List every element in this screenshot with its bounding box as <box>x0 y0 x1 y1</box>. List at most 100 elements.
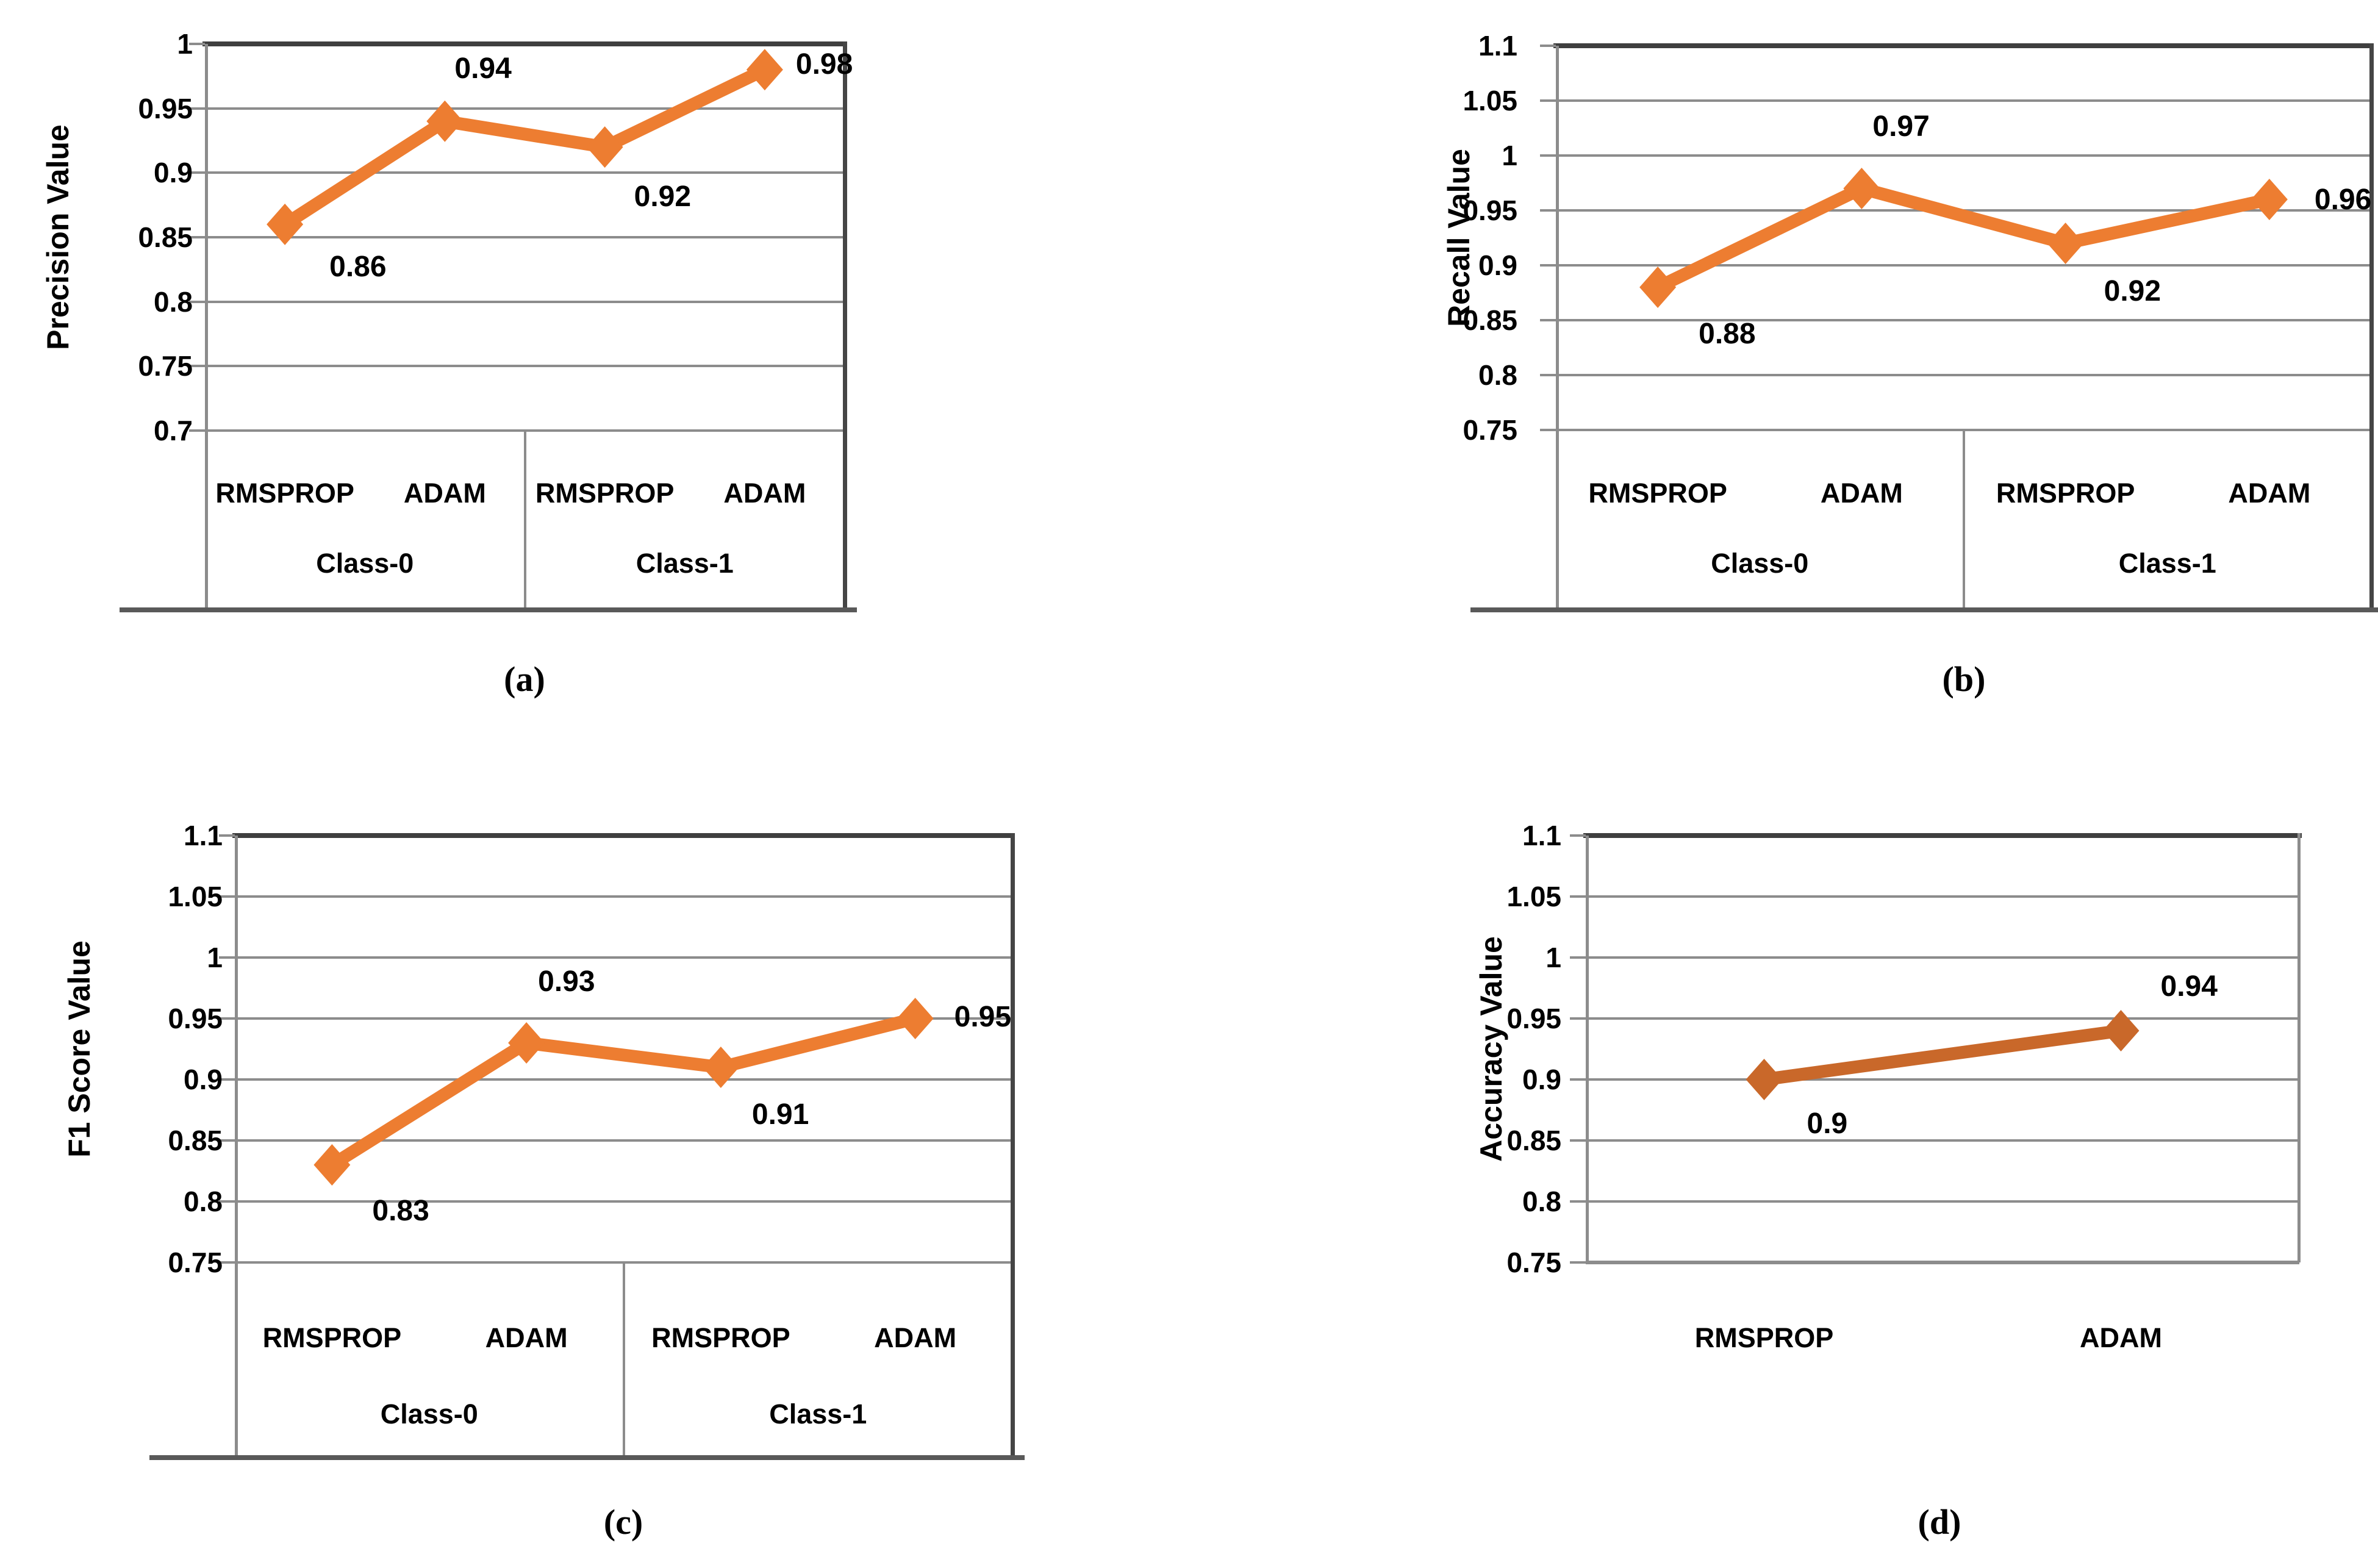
y-axis-tick <box>219 1200 235 1203</box>
y-axis-tick <box>219 895 235 898</box>
y-axis-tick <box>1540 374 1556 376</box>
y-axis-tick <box>1570 1017 1586 1020</box>
data-point-label: 0.96 <box>2314 184 2372 216</box>
data-point-marker <box>508 1022 545 1064</box>
gridline <box>205 365 845 368</box>
caption-a: (a) <box>504 659 545 699</box>
y-axis-tick <box>219 834 235 837</box>
data-point-marker <box>313 1144 351 1186</box>
y-axis-tick <box>1570 895 1586 898</box>
y-tick-label: 0.8 <box>154 285 193 318</box>
y-axis-line <box>235 836 238 1458</box>
x-group-label: Class-1 <box>636 548 734 579</box>
y-tick-label: 0.9 <box>1478 249 1517 281</box>
y-axis-tick <box>1540 45 1556 47</box>
y-axis-tick <box>219 1078 235 1081</box>
y-tick-label: 0.8 <box>1478 359 1517 391</box>
y-axis-tick <box>1570 956 1586 959</box>
data-point-label: 0.93 <box>538 965 595 998</box>
y-axis-tick <box>1570 1261 1586 1264</box>
y-axis-tick <box>1540 209 1556 212</box>
x-category-label: RMSPROP <box>215 478 354 509</box>
category-divider <box>1962 430 1965 610</box>
data-point-marker <box>1746 1059 1783 1100</box>
x-category-label: ADAM <box>2228 478 2311 509</box>
data-point-label: 0.92 <box>634 181 692 213</box>
x-category-label: RMSPROP <box>535 478 675 509</box>
gridline <box>1586 1200 2299 1203</box>
data-point-label: 0.95 <box>954 1001 1012 1033</box>
data-point-marker <box>1843 168 1880 209</box>
gridline <box>235 895 1012 898</box>
data-point-marker <box>897 998 934 1039</box>
x-group-label: Class-0 <box>380 1398 478 1430</box>
caption-d: (d) <box>1918 1502 1961 1542</box>
y-tick-label: 1 <box>1545 942 1561 973</box>
y-axis-tick <box>189 171 205 174</box>
x-category-label: RMSPROP <box>1996 478 2135 509</box>
category-divider <box>523 431 526 610</box>
y-axis-line <box>205 44 208 610</box>
y-tick-label: 1.05 <box>1506 881 1561 912</box>
y-tick-label: 1.1 <box>184 820 223 851</box>
gridline <box>1556 319 2371 321</box>
plot-top-border <box>1583 833 2302 838</box>
data-point-marker <box>426 100 464 142</box>
y-axis-tick <box>219 1017 235 1020</box>
gridline <box>235 1139 1012 1142</box>
y-tick-label: 0.85 <box>168 1125 223 1156</box>
gridline <box>1556 99 2371 102</box>
y-axis-tick <box>1570 1200 1586 1203</box>
data-point-label: 0.97 <box>1872 110 1930 143</box>
plot-top-border <box>1553 43 2374 48</box>
data-point-label: 0.94 <box>2160 970 2218 1003</box>
x-category-label: ADAM <box>485 1322 568 1353</box>
series-recall-value <box>1639 168 2288 308</box>
y-tick-label: 1 <box>177 28 193 60</box>
x-group-label: Class-1 <box>2118 548 2216 579</box>
gridline <box>1586 1017 2299 1020</box>
plot-right-border <box>1011 833 1015 1458</box>
y-axis-tick <box>189 429 205 432</box>
x-axis-baseline <box>149 1455 1025 1460</box>
gridline <box>1556 374 2371 376</box>
y-axis-tick <box>1570 834 1586 837</box>
gridline <box>1556 264 2371 267</box>
gridline <box>235 1200 1012 1203</box>
x-axis-line <box>1586 1261 2299 1264</box>
x-category-label: ADAM <box>2080 1322 2162 1353</box>
y-tick-label: 0.75 <box>168 1247 223 1278</box>
data-point-label: 0.9 <box>1807 1108 1848 1140</box>
y-axis-line <box>1586 836 1589 1262</box>
trend-line <box>328 1012 917 1170</box>
x-category-label: RMSPROP <box>1588 478 1727 509</box>
y-tick-label: 1.05 <box>1463 85 1517 116</box>
y-tick-label: 0.75 <box>138 350 193 382</box>
y-tick-label: 1.05 <box>168 881 223 912</box>
data-point-marker <box>267 203 304 245</box>
plot-top-border <box>202 41 847 46</box>
y-axis-tick <box>189 236 205 238</box>
data-point-label: 0.94 <box>454 52 512 85</box>
data-point-label: 0.98 <box>795 48 853 81</box>
data-point-marker <box>702 1047 739 1088</box>
series-f1-score-value <box>313 998 934 1186</box>
y-tick-label: 0.9 <box>1522 1064 1561 1095</box>
x-category-label: RMSPROP <box>1694 1322 1834 1353</box>
x-category-label: RMSPROP <box>651 1322 790 1353</box>
y-tick-label: 0.9 <box>184 1064 223 1095</box>
data-point-label: 0.92 <box>2104 275 2161 307</box>
caption-b: (b) <box>1942 659 1986 699</box>
trend-line <box>281 63 768 230</box>
y-tick-label: 1.1 <box>1522 820 1561 851</box>
gridline <box>1556 154 2371 157</box>
y-tick-label: 1 <box>207 942 223 973</box>
y-tick-label: 0.85 <box>138 221 193 253</box>
gridline <box>1586 1139 2299 1142</box>
y-axis-tick <box>189 43 205 45</box>
y-axis-tick <box>1570 1078 1586 1081</box>
